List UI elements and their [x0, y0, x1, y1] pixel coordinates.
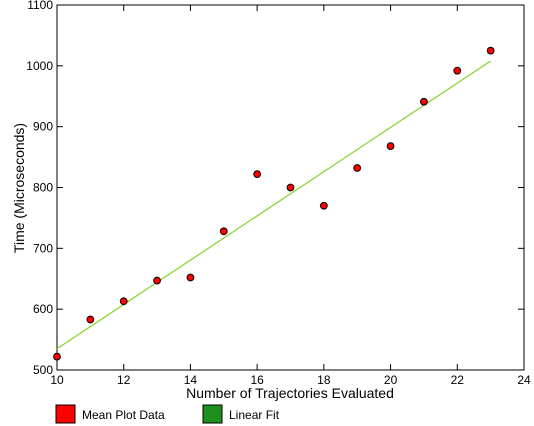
- linear-fit-line: [56, 60, 491, 350]
- data-point: [253, 170, 262, 179]
- data-point: [486, 46, 495, 55]
- legend-swatch-mean-plot-data: [55, 404, 76, 424]
- x-tick-label: 16: [250, 373, 264, 387]
- y-tick-label: 600: [33, 302, 53, 316]
- y-tick-label: 500: [33, 363, 53, 377]
- legend: Mean Plot Data Linear Fit: [55, 404, 280, 424]
- x-axis-title: Number of Trajectories Evaluated: [186, 385, 394, 401]
- data-point: [86, 315, 95, 324]
- data-point: [453, 66, 462, 75]
- y-tick-label: 900: [33, 120, 53, 134]
- x-tick-label: 10: [50, 373, 64, 387]
- y-tick-label: 1000: [26, 59, 53, 73]
- data-point: [219, 227, 228, 236]
- ticks-layer: 10 12 14 16 18 20 22 24 500 600 700 800 900 1000 1100: [26, 0, 531, 387]
- y-tick-label: 1100: [27, 0, 53, 12]
- x-tick-label: 14: [184, 373, 198, 387]
- data-point: [286, 183, 295, 192]
- data-points-layer: [53, 46, 495, 361]
- data-point: [353, 164, 362, 172]
- data-point: [153, 276, 161, 285]
- legend-label-linear-fit: Linear Fit: [229, 408, 280, 422]
- data-point: [186, 273, 195, 282]
- x-tick-label: 18: [317, 373, 331, 387]
- data-point: [53, 352, 61, 361]
- y-tick-label: 800: [33, 181, 53, 195]
- data-point: [319, 201, 328, 210]
- fit-line-layer: [56, 60, 491, 350]
- legend-label-mean-plot-data: Mean Plot Data: [82, 408, 165, 422]
- data-point: [420, 97, 428, 106]
- legend-swatch-linear-fit: [202, 404, 223, 424]
- y-tick-label: 700: [33, 241, 53, 255]
- y-axis-title: Time (Microseconds): [11, 123, 27, 253]
- data-point: [119, 297, 128, 306]
- x-tick-label: 20: [384, 373, 398, 387]
- data-point: [386, 142, 395, 151]
- x-tick-label: 22: [451, 373, 465, 387]
- x-tick-label: 12: [117, 373, 131, 387]
- x-tick-label: 24: [517, 373, 531, 387]
